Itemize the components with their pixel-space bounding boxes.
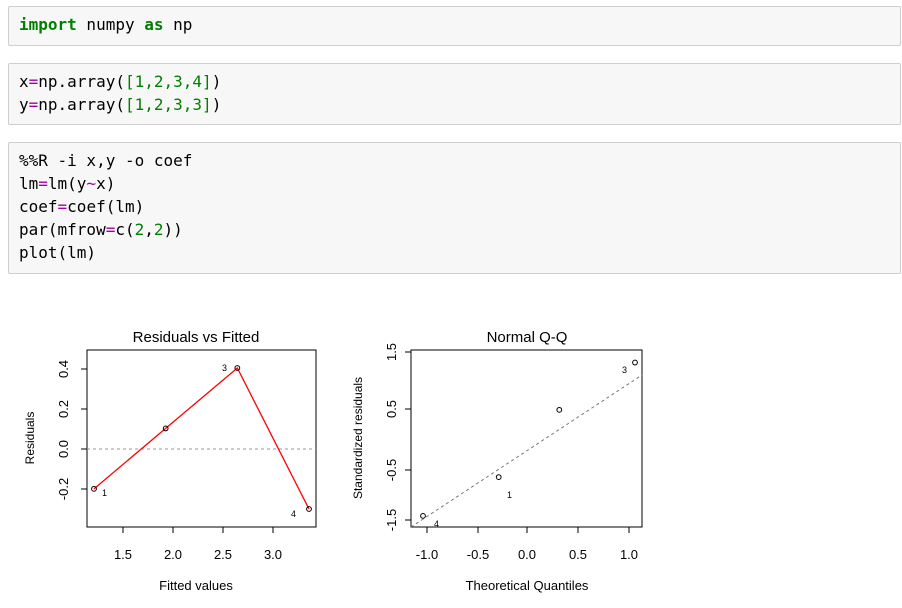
code-cell-r-magic[interactable]: %%R -i x,y -o coef lm=lm(y~x) coef=coef(lm… [8, 142, 901, 274]
code-token: 2 [153, 220, 164, 239]
code-line: par(mfrow=c(2,2)) [19, 218, 890, 241]
plot2-x-tick: 1.0 [620, 547, 638, 562]
code-line: coef=coef(lm) [19, 195, 890, 218]
plot1-y-tick: -0.2 [56, 478, 71, 500]
plot1-x-label: Fitted values [159, 578, 233, 593]
code-line: plot(lm) [19, 241, 890, 264]
plot2-point-label-4: 4 [434, 519, 439, 529]
code-token: ) [211, 72, 222, 91]
plot2-x-tick: 0.5 [569, 547, 587, 562]
code-token: = [105, 220, 116, 239]
plot1-point [306, 506, 312, 512]
plot2-title: Normal Q-Q [487, 329, 568, 346]
code-cell-arrays[interactable]: x=np.array([1,2,3,4]) y=np.array([1,2,3,3… [8, 63, 901, 125]
code-token: = [28, 95, 39, 114]
plot2-point [420, 512, 426, 519]
plot2-y-tick: 1.5 [384, 343, 399, 361]
plot2-y-label: Standardized residuals [351, 377, 365, 499]
code-line: lm=lm(y~x) [19, 172, 890, 195]
plot2-y-tick: -1.5 [384, 509, 399, 531]
plot1-point-label-1: 1 [102, 488, 107, 498]
code-token: = [57, 197, 68, 216]
plot1-x-tick: 2.5 [214, 547, 232, 562]
code-token: y [19, 95, 29, 114]
code-token: x [19, 72, 29, 91]
plot1-x-tick: 1.5 [114, 547, 132, 562]
code-line: import numpy as np [19, 13, 890, 36]
plot1-y-tick: 0.0 [56, 440, 71, 458]
code-token: ) [211, 95, 222, 114]
plot1-y-tick: 0.4 [56, 360, 71, 378]
code-token: par(mfrow [19, 220, 106, 239]
plot2-x-tick: -1.0 [416, 547, 438, 562]
code-token: coef [19, 197, 58, 216]
code-line: %%R -i x,y -o coef [19, 149, 890, 172]
plot2-point-label-1: 1 [507, 490, 512, 500]
plot2-point-label-3: 3 [622, 365, 627, 375]
code-token: = [38, 174, 48, 193]
code-line: y=np.array([1,2,3,3]) [19, 93, 890, 116]
code-token: [1,2,3,3] [124, 95, 212, 114]
code-token: np [163, 15, 193, 34]
plot1-smoother-line [93, 366, 310, 510]
plot-figure: Residuals vs Fitted 1 3 4 1.5 2.0 2.5 3.… [23, 329, 643, 593]
code-token: c( [115, 220, 135, 239]
code-token: as [144, 15, 164, 34]
plot2-x-tick: 0.0 [518, 547, 536, 562]
plot2-x-tick: -0.5 [467, 547, 489, 562]
plot1-title: Residuals vs Fitted [133, 329, 260, 346]
plot2-points [420, 359, 638, 519]
code-cell-import[interactable]: import numpy as np [8, 6, 901, 46]
code-token: plot(lm) [19, 243, 97, 262]
residuals-vs-fitted-plot: Residuals vs Fitted 1 3 4 1.5 2.0 2.5 3.… [23, 329, 317, 593]
plot1-x-tick: 3.0 [264, 547, 282, 562]
plot-output: Residuals vs Fitted 1 3 4 1.5 2.0 2.5 3.… [8, 300, 901, 604]
plot1-y-label: Residuals [23, 412, 37, 465]
code-token: = [28, 72, 39, 91]
plot1-frame [86, 349, 317, 528]
code-token: 2 [134, 220, 145, 239]
code-token: lm(y [47, 174, 87, 193]
code-token: coef(lm) [67, 197, 145, 216]
plot2-x-label: Theoretical Quantiles [466, 578, 589, 593]
code-token: ~ [86, 174, 97, 193]
plot2-y-tick: 0.5 [384, 400, 399, 418]
plot2-reference-line [410, 374, 643, 528]
code-token: x) [96, 174, 116, 193]
plot2-point [495, 474, 502, 481]
code-token: np.array( [38, 95, 125, 114]
plot2-y-tick: -0.5 [384, 459, 399, 481]
code-token: )) [163, 220, 183, 239]
plot1-point-label-3: 3 [222, 363, 227, 373]
plot1-points [91, 365, 312, 512]
code-token: [1,2,3,4] [124, 72, 212, 91]
plot1-y-tick: 0.2 [56, 400, 71, 418]
code-token: numpy [76, 15, 145, 34]
code-token: lm [19, 174, 39, 193]
code-token: %%R -i x,y -o coef [19, 151, 193, 170]
plot2-point [632, 359, 638, 366]
code-token: import [19, 15, 77, 34]
plot1-point [91, 485, 97, 492]
plot2-point [556, 406, 563, 413]
plot2-frame [410, 349, 643, 528]
plot1-point [162, 425, 169, 432]
plot1-point-label-4: 4 [291, 509, 296, 519]
plot1-point [234, 365, 241, 371]
code-line: x=np.array([1,2,3,4]) [19, 70, 890, 93]
normal-qq-plot: Normal Q-Q 4 1 3 -1.0 -0.5 0.0 0.5 1.0 -… [351, 329, 643, 593]
plot1-x-tick: 2.0 [164, 547, 182, 562]
code-token: np.array( [38, 72, 125, 91]
code-token: , [144, 220, 154, 239]
